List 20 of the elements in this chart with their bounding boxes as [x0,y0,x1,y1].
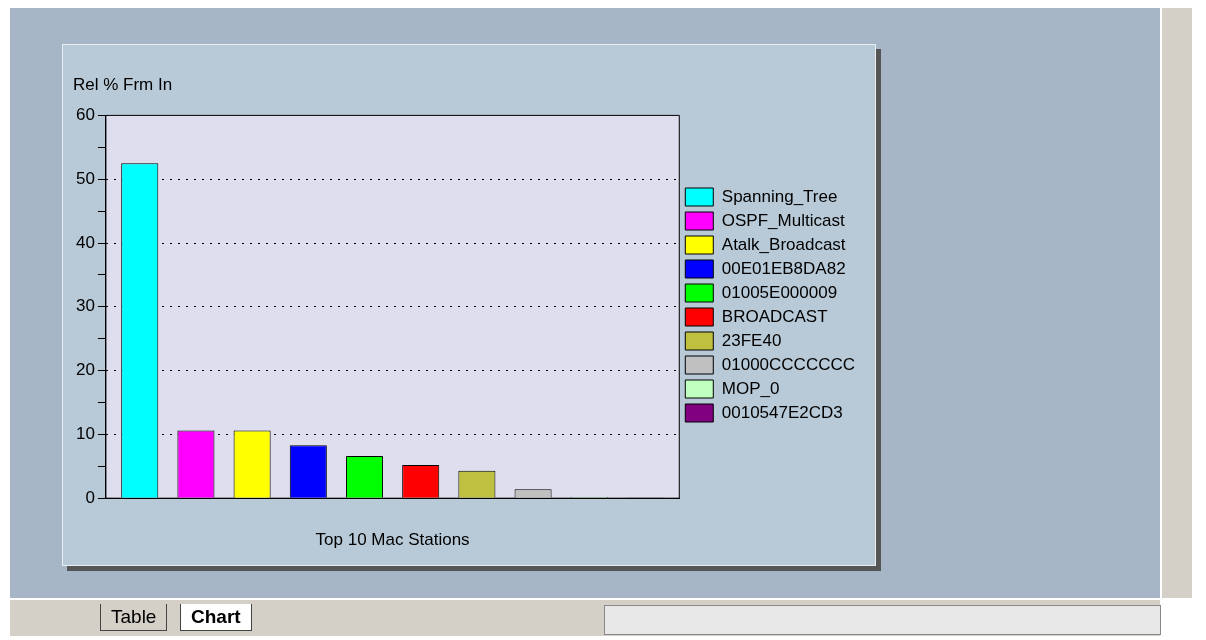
y-tick-label: 0 [85,487,95,507]
legend-label: Spanning_Tree [721,186,838,206]
y-tick-label: 30 [75,296,95,316]
y-tick-label: 40 [75,232,95,252]
legend-label: OSPF_Multicast [721,210,845,230]
legend-label: BROADCAST [721,306,828,326]
chart-title: Rel % Frm In [73,74,173,94]
legend-label: 01005E000009 [721,282,838,302]
y-tick-label: 10 [75,424,95,444]
y-tick-label: 60 [75,105,95,125]
y-tick-label: 20 [75,360,95,380]
legend-label: 01000CCCCCCC [721,354,856,374]
legend-label: MOP_0 [721,378,780,398]
text: Table [100,604,168,631]
legend-label: 00E01EB8DA82 [721,258,846,278]
legend-label: 23FE40 [721,330,782,350]
y-tick-label: 50 [75,168,95,188]
legend-label: Atalk_Broadcast [721,234,846,254]
legend-label: 0010547E2CD3 [721,402,843,422]
x-axis-title: Top 10 Mac Stations [315,530,470,550]
